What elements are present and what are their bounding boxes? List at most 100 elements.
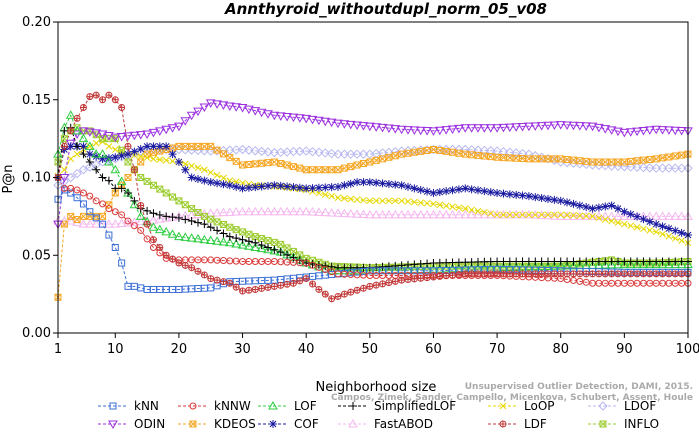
data-point-knnw <box>321 266 329 274</box>
data-point-odin <box>511 123 522 132</box>
data-point-cof <box>85 150 94 159</box>
data-point-fastabod <box>441 209 452 219</box>
data-point-fastabod <box>466 209 477 219</box>
data-point-kdeos <box>60 220 68 228</box>
data-point-loop <box>576 212 584 220</box>
data-point-lof <box>256 243 267 253</box>
data-point-ldf <box>442 272 450 280</box>
data-point-ldf <box>671 270 679 278</box>
data-point-cof <box>302 184 311 193</box>
data-point-lof <box>562 260 572 270</box>
data-point-ldf <box>582 270 590 278</box>
data-point-kdeos <box>385 153 393 161</box>
data-point-kdeos <box>200 142 208 150</box>
data-point-lof <box>180 232 191 241</box>
series-points-lof <box>53 110 693 275</box>
data-point-kdeos <box>347 163 355 171</box>
data-point-odin <box>594 123 604 133</box>
data-point-simplifiedlof <box>73 142 82 151</box>
data-point-ldf <box>213 276 221 284</box>
data-point-fastabod <box>320 207 331 217</box>
data-point-loop <box>156 156 164 163</box>
data-point-kdeos <box>372 156 380 164</box>
legend-marker <box>109 402 117 410</box>
series-points-kdeos <box>54 142 692 301</box>
data-point-simplifiedlof <box>174 213 183 222</box>
x-tick-label: 30 <box>234 342 251 357</box>
data-point-simplifiedlof <box>194 218 202 227</box>
data-point-fastabod <box>562 211 572 220</box>
data-point-fastabod <box>524 209 534 219</box>
data-point-ldof <box>473 145 483 155</box>
data-point-lof <box>644 259 655 269</box>
data-point-loop <box>61 166 68 174</box>
data-point-odin <box>619 128 630 138</box>
data-point-loop <box>92 139 100 147</box>
data-point-lof <box>536 261 547 271</box>
data-point-ldf <box>538 270 546 278</box>
data-point-loop <box>150 155 157 163</box>
data-point-lof <box>345 265 356 275</box>
data-point-odin <box>91 129 102 138</box>
data-point-loop <box>315 189 323 197</box>
data-point-cof <box>677 228 686 237</box>
data-point-ldf <box>480 270 488 278</box>
data-point-odin <box>485 124 496 133</box>
data-point-ldf <box>315 286 323 293</box>
data-point-odin <box>180 117 191 126</box>
data-point-loop <box>162 157 170 164</box>
data-point-simplifiedlof <box>257 241 266 250</box>
legend-label: kNNW <box>214 399 251 413</box>
data-point-kdeos <box>232 157 240 165</box>
legend-item-ldof: LDOF <box>588 399 656 413</box>
data-point-kdeos <box>309 166 317 174</box>
data-point-kdeos <box>353 161 361 169</box>
y-tick-label: 0.15 <box>22 93 51 108</box>
data-point-odin <box>543 121 553 131</box>
data-point-lof <box>676 259 687 269</box>
data-point-odin <box>123 132 133 141</box>
data-point-odin <box>568 121 579 131</box>
data-point-odin <box>403 126 413 135</box>
data-point-fastabod <box>403 209 413 219</box>
data-point-fastabod <box>498 209 509 219</box>
data-point-ldof <box>85 162 95 172</box>
data-point-cof <box>614 204 622 213</box>
data-point-fastabod <box>301 206 312 216</box>
data-point-cof <box>295 183 304 192</box>
data-point-fastabod <box>454 209 464 219</box>
data-point-ldf <box>130 166 138 174</box>
data-point-lof <box>263 244 273 254</box>
citation-watermark-line-1: Campos, Zimek, Sander, Campello, Micenko… <box>331 393 693 403</box>
data-point-odin <box>364 122 375 132</box>
data-point-loop <box>239 179 246 187</box>
data-point-odin <box>78 127 89 136</box>
legend-marker <box>189 420 197 428</box>
data-point-simplifiedlof <box>295 256 304 265</box>
data-point-fastabod <box>358 209 369 219</box>
data-point-ldof <box>645 163 655 173</box>
data-point-inflo <box>213 218 221 226</box>
data-point-odin <box>371 123 382 132</box>
data-point-odin <box>587 122 598 132</box>
data-point-cof <box>66 142 75 151</box>
data-point-ldf <box>105 91 113 99</box>
legend-label: COF <box>294 417 319 431</box>
data-point-ldof <box>352 149 362 159</box>
data-point-ldf <box>429 273 437 281</box>
legend-label: FastABOD <box>374 417 433 431</box>
data-point-odin <box>479 124 490 133</box>
x-tick-label: 100 <box>676 342 699 357</box>
data-point-odin <box>186 111 197 121</box>
data-point-odin <box>638 127 649 136</box>
data-point-ldf <box>264 283 272 291</box>
data-point-cof <box>550 195 559 204</box>
data-point-kdeos <box>251 160 259 168</box>
data-point-loop <box>487 210 495 217</box>
data-point-cof <box>117 151 126 160</box>
data-point-cof <box>499 189 508 198</box>
data-point-lof <box>625 259 636 269</box>
data-point-lof <box>212 236 222 245</box>
data-point-inflo <box>245 230 253 238</box>
data-point-knnw <box>105 205 113 213</box>
